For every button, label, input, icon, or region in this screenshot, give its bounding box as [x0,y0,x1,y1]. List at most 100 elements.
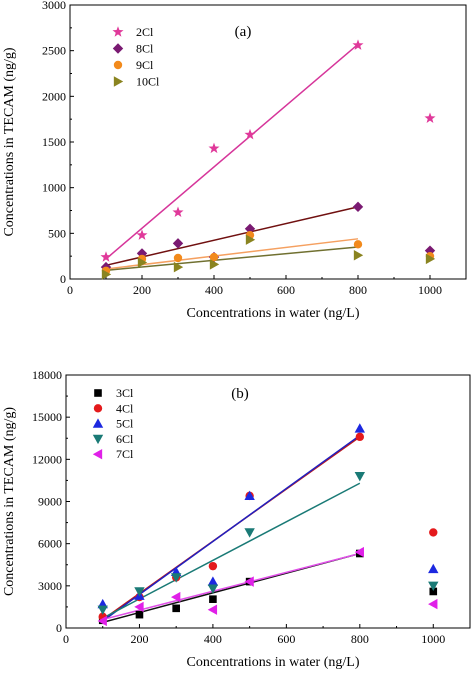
data-point-7Cl [354,546,364,558]
legend-marker-4Cl [93,404,103,413]
legend-marker-8Cl [112,43,124,54]
data-point-6Cl [170,573,182,583]
panel-label: (a) [235,24,252,40]
data-point-9Cl [353,240,363,249]
data-point-6Cl [244,528,255,538]
data-point-3Cl [135,610,144,619]
legend-marker-6Cl [92,434,104,445]
data-point-8Cl [172,238,184,249]
legend-label-7Cl: 7Cl [116,447,134,461]
y-tick-label: 3000 [42,0,66,12]
data-point-10Cl [137,257,148,268]
data-point-5Cl [207,576,219,586]
fit-line-9Cl [105,238,359,270]
y-tick-label: 2500 [42,44,66,58]
legend-marker-3Cl [94,389,102,397]
x-tick-label: 200 [133,283,151,297]
x-tick-label: 600 [277,632,295,646]
data-point-4Cl [208,561,218,571]
data-point-8Cl [244,223,256,234]
data-point-5Cl [354,423,366,433]
data-point-8Cl [352,201,364,213]
y-tick-label: 9000 [38,495,62,509]
legend-label-4Cl: 4Cl [116,401,134,415]
x-tick-label: 800 [351,632,369,646]
legend-label-8Cl: 8Cl [136,42,154,56]
y-tick-label: 0 [56,621,62,635]
data-point-2Cl [352,39,364,50]
x-tick-label: 400 [205,283,223,297]
y-tick-label: 1000 [42,181,66,195]
fit-line-8Cl [105,206,359,267]
data-point-3Cl [209,595,217,603]
x-tick-label: 400 [204,632,222,646]
data-point-10Cl [173,261,184,273]
legend-marker-2Cl [112,26,124,37]
fit-line-10Cl [105,246,359,272]
x-tick-label: 200 [130,632,148,646]
data-point-6Cl [428,581,439,592]
legend-label-9Cl: 9Cl [136,58,154,72]
legend-marker-10Cl [113,76,124,87]
y-tick-label: 2000 [42,89,66,103]
data-point-6Cl [134,587,145,597]
panel-a: 0 200 400 600 800 1000 0 500 1000 1500 2000 2500 300… [2,0,467,321]
data-point-2Cl [208,142,220,154]
data-point-7Cl [170,591,181,603]
y-tick-label: 12000 [32,452,62,466]
legend-label-3Cl: 3Cl [116,386,134,400]
legend-marker-5Cl [92,418,104,428]
data-point-7Cl [134,601,144,613]
y-tick-label: 0 [60,272,66,286]
data-point-9Cl [173,253,183,263]
data-point-10Cl [101,269,112,280]
data-point-8Cl [136,248,148,259]
data-point-7Cl [244,576,254,587]
y-axis-label: Concentrations in TECAM (ng/g) [2,47,17,236]
legend-label-10Cl: 10Cl [136,75,160,89]
x-tick-label: 800 [349,283,367,297]
x-tick-label: 1000 [418,283,442,297]
data-point-10Cl [353,250,364,261]
data-point-6Cl [97,605,108,615]
data-point-3Cl [429,587,438,596]
data-point-4Cl [355,432,365,442]
x-axis-label: Concentrations in water (ng/L) [186,306,359,321]
data-point-2Cl [100,251,112,262]
y-tick-label: 500 [48,226,66,240]
data-point-9Cl [209,252,219,262]
legend-marker-7Cl [92,449,103,460]
data-point-10Cl [209,259,220,270]
legend-marker-9Cl [113,60,123,70]
data-point-2Cl [172,206,184,218]
data-point-2Cl [244,128,256,140]
data-point-5Cl [428,563,439,574]
data-point-2Cl [424,112,436,123]
data-point-2Cl [136,229,148,240]
x-tick-label: 1000 [421,632,445,646]
y-tick-label: 3000 [38,579,62,593]
data-point-10Cl [425,253,436,265]
data-point-7Cl [428,598,438,610]
x-tick-label: 0 [63,632,69,646]
fit-line-6Cl [102,482,361,619]
legend-label-2Cl: 2Cl [136,25,154,39]
data-point-3Cl [172,604,180,613]
plot-frame [69,4,467,280]
data-point-10Cl [245,234,256,245]
y-tick-label: 15000 [32,410,62,424]
y-tick-label: 6000 [38,537,62,551]
fit-line-2Cl [105,43,359,260]
fit-line-5Cl [102,434,361,622]
x-axis-label: Concentrations in water (ng/L) [186,655,359,670]
data-point-7Cl [97,615,107,627]
y-axis-label: Concentrations in TECAM (ng/g) [2,407,17,596]
data-point-5Cl [244,490,255,501]
y-tick-label: 1500 [42,135,66,149]
legend-label-6Cl: 6Cl [116,432,134,446]
fit-line-7Cl [102,552,361,621]
data-point-6Cl [207,584,219,594]
data-point-7Cl [207,604,218,615]
